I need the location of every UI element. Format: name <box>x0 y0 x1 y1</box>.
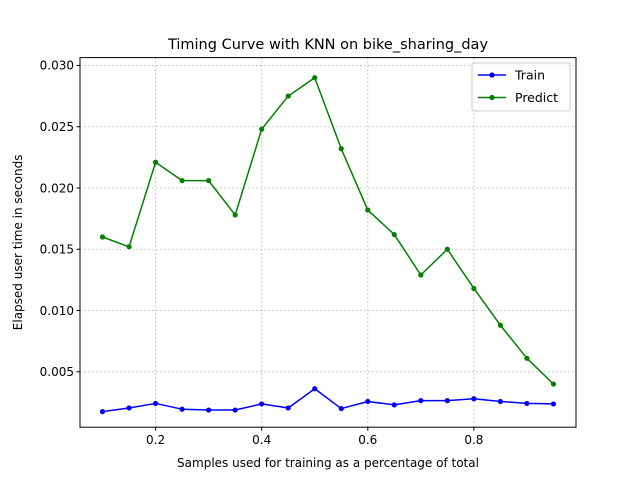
series-line-predict <box>102 76 554 385</box>
x-tick-label: 0.6 <box>358 433 377 447</box>
data-point-predict <box>312 75 318 81</box>
data-point-predict <box>179 178 185 184</box>
data-point-train <box>524 400 530 407</box>
data-point-predict <box>99 234 106 240</box>
y-tick-label: 0.015 <box>40 243 74 257</box>
series-predict <box>99 75 557 387</box>
data-point-train <box>179 406 185 412</box>
x-tick-label: 0.8 <box>464 433 483 447</box>
data-point-predict <box>524 355 530 361</box>
ticks-layer: 0.2 0.4 0.6 0.8 0.005 0.010 0.015 0.020 0.025 0.0… <box>40 59 484 447</box>
data-point-predict <box>365 207 371 213</box>
legend-label-train: Train <box>514 68 545 83</box>
y-tick-label: 0.005 <box>40 365 74 379</box>
data-point-predict <box>232 212 238 218</box>
data-point-predict <box>444 246 450 252</box>
legend-marker-predict <box>489 94 495 101</box>
series-line-train <box>102 387 554 413</box>
data-point-train <box>312 386 318 392</box>
y-tick-label: 0.030 <box>40 59 74 73</box>
data-point-train <box>338 405 344 412</box>
data-point-predict <box>206 178 212 184</box>
data-point-predict <box>418 272 424 278</box>
series-layer <box>99 75 557 415</box>
data-point-train <box>232 407 238 413</box>
data-point-train <box>152 400 159 407</box>
data-point-train <box>126 405 132 411</box>
y-tick-label: 0.010 <box>40 304 74 318</box>
legend: Train Predict <box>471 62 571 112</box>
legend-label-predict: Predict <box>515 90 558 105</box>
data-point-predict <box>259 126 265 132</box>
y-tick-label: 0.020 <box>40 181 74 195</box>
data-point-predict <box>152 159 159 165</box>
data-point-predict <box>338 146 344 152</box>
data-point-train <box>391 402 397 408</box>
series-train <box>99 386 557 415</box>
y-tick-label: 0.025 <box>40 120 74 134</box>
data-point-predict <box>497 322 504 328</box>
data-point-train <box>550 401 557 407</box>
chart-title: Timing Curve with KNN on bike_sharing_da… <box>167 37 488 53</box>
y-axis-label: Elapsed user time in seconds <box>11 155 25 331</box>
data-point-train <box>99 409 106 415</box>
data-point-predict <box>471 285 477 292</box>
data-point-predict <box>550 381 557 387</box>
data-point-train <box>365 398 371 405</box>
data-point-train <box>259 401 265 407</box>
x-tick-label: 0.2 <box>146 433 165 447</box>
data-point-predict <box>126 244 132 250</box>
data-point-predict <box>285 93 291 99</box>
x-tick-label: 0.4 <box>252 433 271 447</box>
legend-entries: Train Predict <box>478 68 558 105</box>
x-axis-label: Samples used for training as a percentag… <box>177 456 479 470</box>
data-point-train <box>471 396 477 402</box>
data-point-train <box>418 398 424 404</box>
data-point-train <box>206 407 212 413</box>
data-point-predict <box>391 231 397 238</box>
plot-frame <box>79 57 577 428</box>
plot-area-background <box>80 57 576 428</box>
data-point-train <box>285 405 291 411</box>
data-point-train <box>444 398 450 404</box>
data-point-train <box>497 398 504 405</box>
legend-marker-train <box>489 72 495 78</box>
